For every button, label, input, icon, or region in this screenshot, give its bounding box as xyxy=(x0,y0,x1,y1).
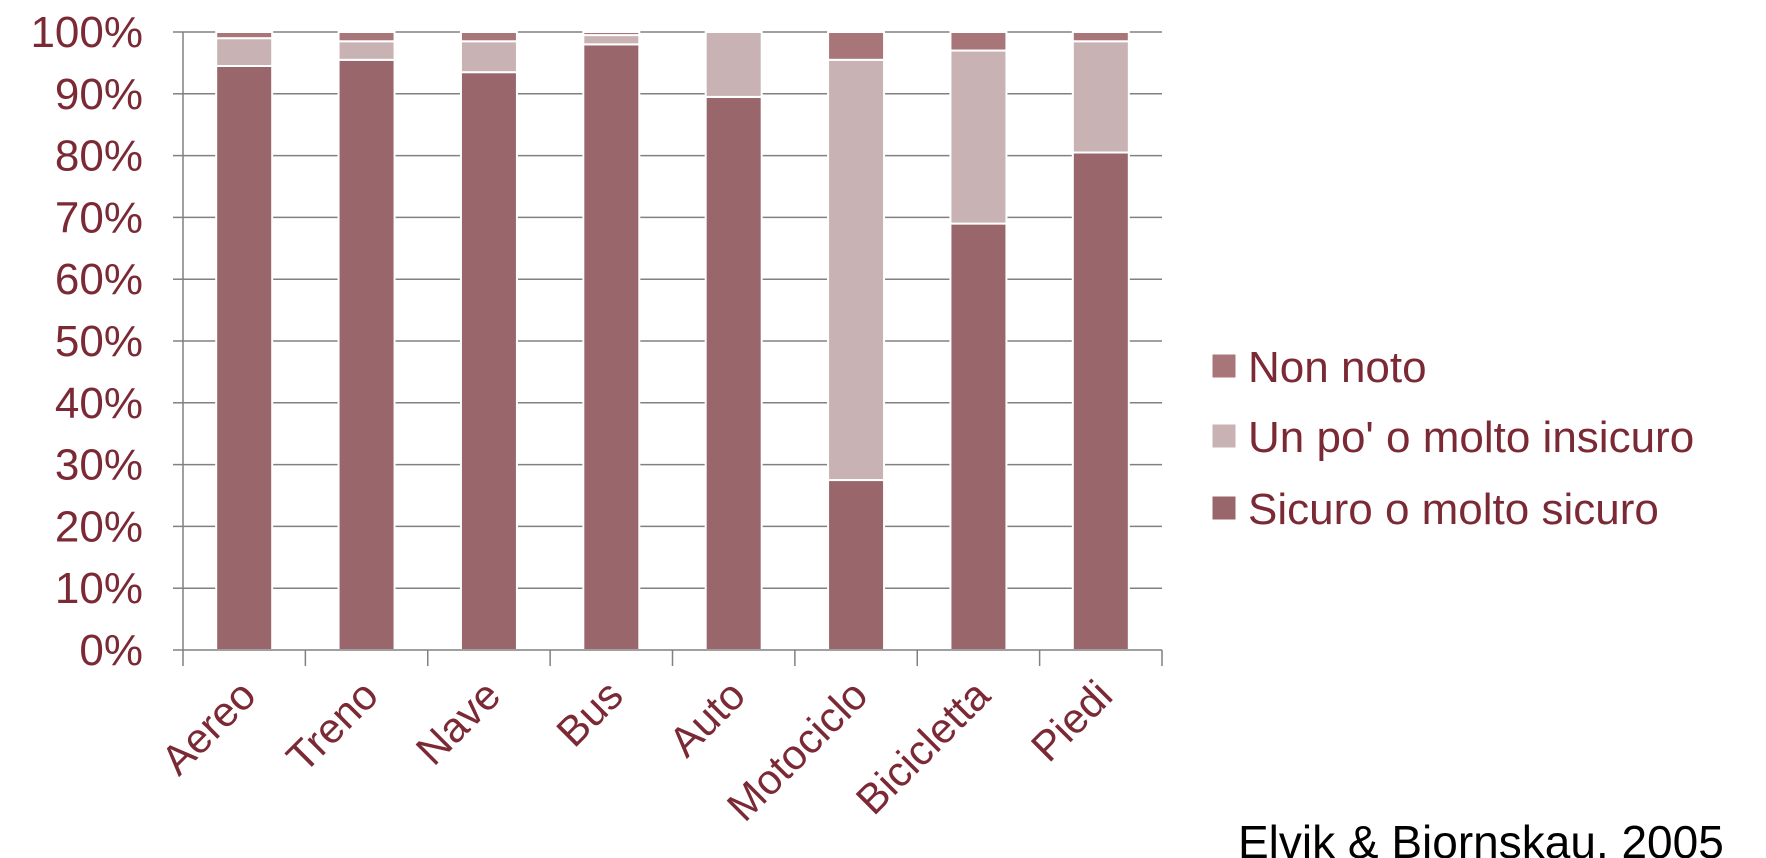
bar-segment xyxy=(215,64,274,652)
x-category-labels: Aereo Treno Nave Bus AutoMotocicloBicicletta… xyxy=(152,671,1121,830)
bar-segment xyxy=(1071,151,1130,651)
bar-segment xyxy=(582,34,641,46)
y-tick-label: 90% xyxy=(55,70,143,119)
y-tick-label: 40% xyxy=(55,379,143,428)
bar-segment xyxy=(949,31,1008,52)
legend-label: Un po' o molto insicuro xyxy=(1248,413,1694,462)
bar-segment xyxy=(337,40,396,61)
source-note: Elvik & Bjornskau, 2005 xyxy=(1238,816,1724,858)
y-tick-label: 60% xyxy=(55,255,143,304)
x-category-label: Bicicletta xyxy=(847,671,1000,824)
bar-segment xyxy=(949,49,1008,225)
legend-swatch xyxy=(1211,353,1237,379)
y-tick-label: 80% xyxy=(55,132,143,181)
legend-label: Non noto xyxy=(1248,343,1427,392)
x-category-label: Nave xyxy=(407,671,510,774)
y-tick-label: 20% xyxy=(55,502,143,551)
y-tick-label: 0% xyxy=(79,626,143,675)
x-category-label: Piedi xyxy=(1022,671,1121,770)
bar-segment xyxy=(827,479,886,651)
bar-segment xyxy=(215,37,274,67)
bar-segment xyxy=(949,222,1008,652)
y-tick-label: 30% xyxy=(55,441,143,490)
gridlines xyxy=(183,31,1162,589)
x-category-label: Treno xyxy=(277,671,387,781)
x-category-label: Aereo xyxy=(152,671,264,783)
axes xyxy=(173,31,1163,666)
bar-segment xyxy=(582,43,641,652)
y-tick-labels: 0% 10% 20% 30% 40% 50% 60% 70% 80% 90% 100% xyxy=(30,8,143,675)
bar-segment xyxy=(704,31,763,98)
legend: Non noto Un po' o molto insicuro Sicuro o … xyxy=(1211,343,1694,534)
y-tick-label: 70% xyxy=(55,193,143,242)
bar-segment xyxy=(1071,31,1130,43)
bar-segment xyxy=(337,58,396,652)
bar-segment xyxy=(582,31,641,37)
bar-segment xyxy=(459,40,518,74)
legend-swatch xyxy=(1211,423,1237,449)
y-tick-label: 50% xyxy=(55,317,143,366)
bar-segment xyxy=(704,95,763,651)
y-tick-label: 10% xyxy=(55,564,143,613)
bar-segment xyxy=(459,71,518,652)
bar-segment xyxy=(215,31,274,40)
bar-segment xyxy=(827,31,886,61)
y-tick-label: 100% xyxy=(30,8,143,57)
x-category-label: Bus xyxy=(547,671,631,755)
legend-swatch xyxy=(1211,495,1237,521)
bar-segment xyxy=(337,31,396,43)
bar-segment xyxy=(1071,40,1130,154)
bars xyxy=(215,31,1130,652)
bar-segment xyxy=(827,58,886,482)
x-category-label: Auto xyxy=(660,671,754,765)
bar-segment xyxy=(459,31,518,43)
legend-label: Sicuro o molto sicuro xyxy=(1248,485,1659,534)
